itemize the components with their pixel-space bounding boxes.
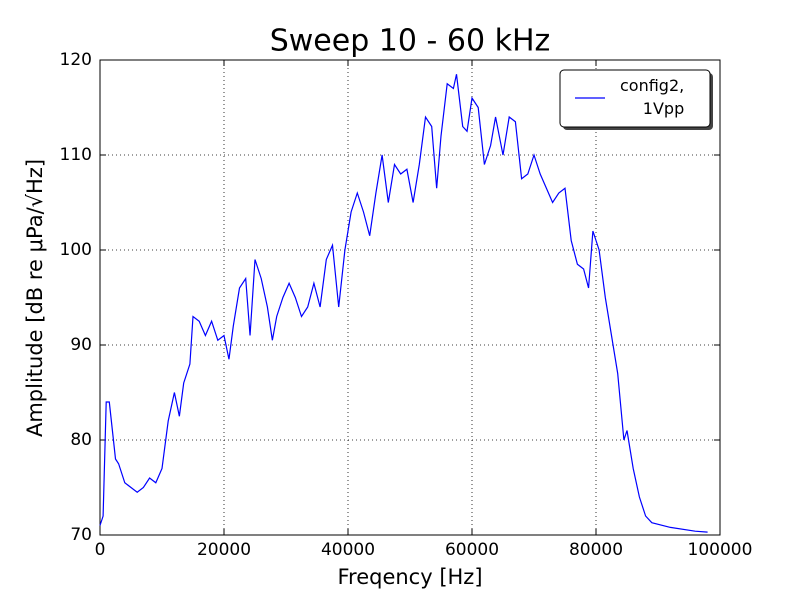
data-line: [99, 74, 708, 533]
y-axis-label: Amplitude [dB re μPa/√Hz]: [23, 159, 47, 437]
chart-title: Sweep 10 - 60 kHz: [270, 24, 551, 59]
y-tick-label: 100: [60, 240, 92, 260]
y-tick-label: 120: [60, 50, 92, 70]
x-tick-label: 40000: [321, 540, 375, 560]
y-tick-label: 70: [70, 525, 92, 545]
x-axis-label: Freqency [Hz]: [337, 565, 482, 589]
x-tick-label: 100000: [688, 540, 753, 560]
y-tick-label: 110: [60, 145, 92, 165]
y-tick-label: 80: [70, 430, 92, 450]
x-tick-label: 80000: [569, 540, 623, 560]
legend-label: config2, 1Vpp: [620, 76, 685, 118]
legend-box: [559, 69, 711, 128]
y-tick-label: 90: [70, 335, 92, 355]
x-tick-label: 0: [95, 540, 106, 560]
x-tick-label: 20000: [197, 540, 251, 560]
plot-frame: [99, 59, 721, 536]
x-tick-label: 60000: [445, 540, 499, 560]
